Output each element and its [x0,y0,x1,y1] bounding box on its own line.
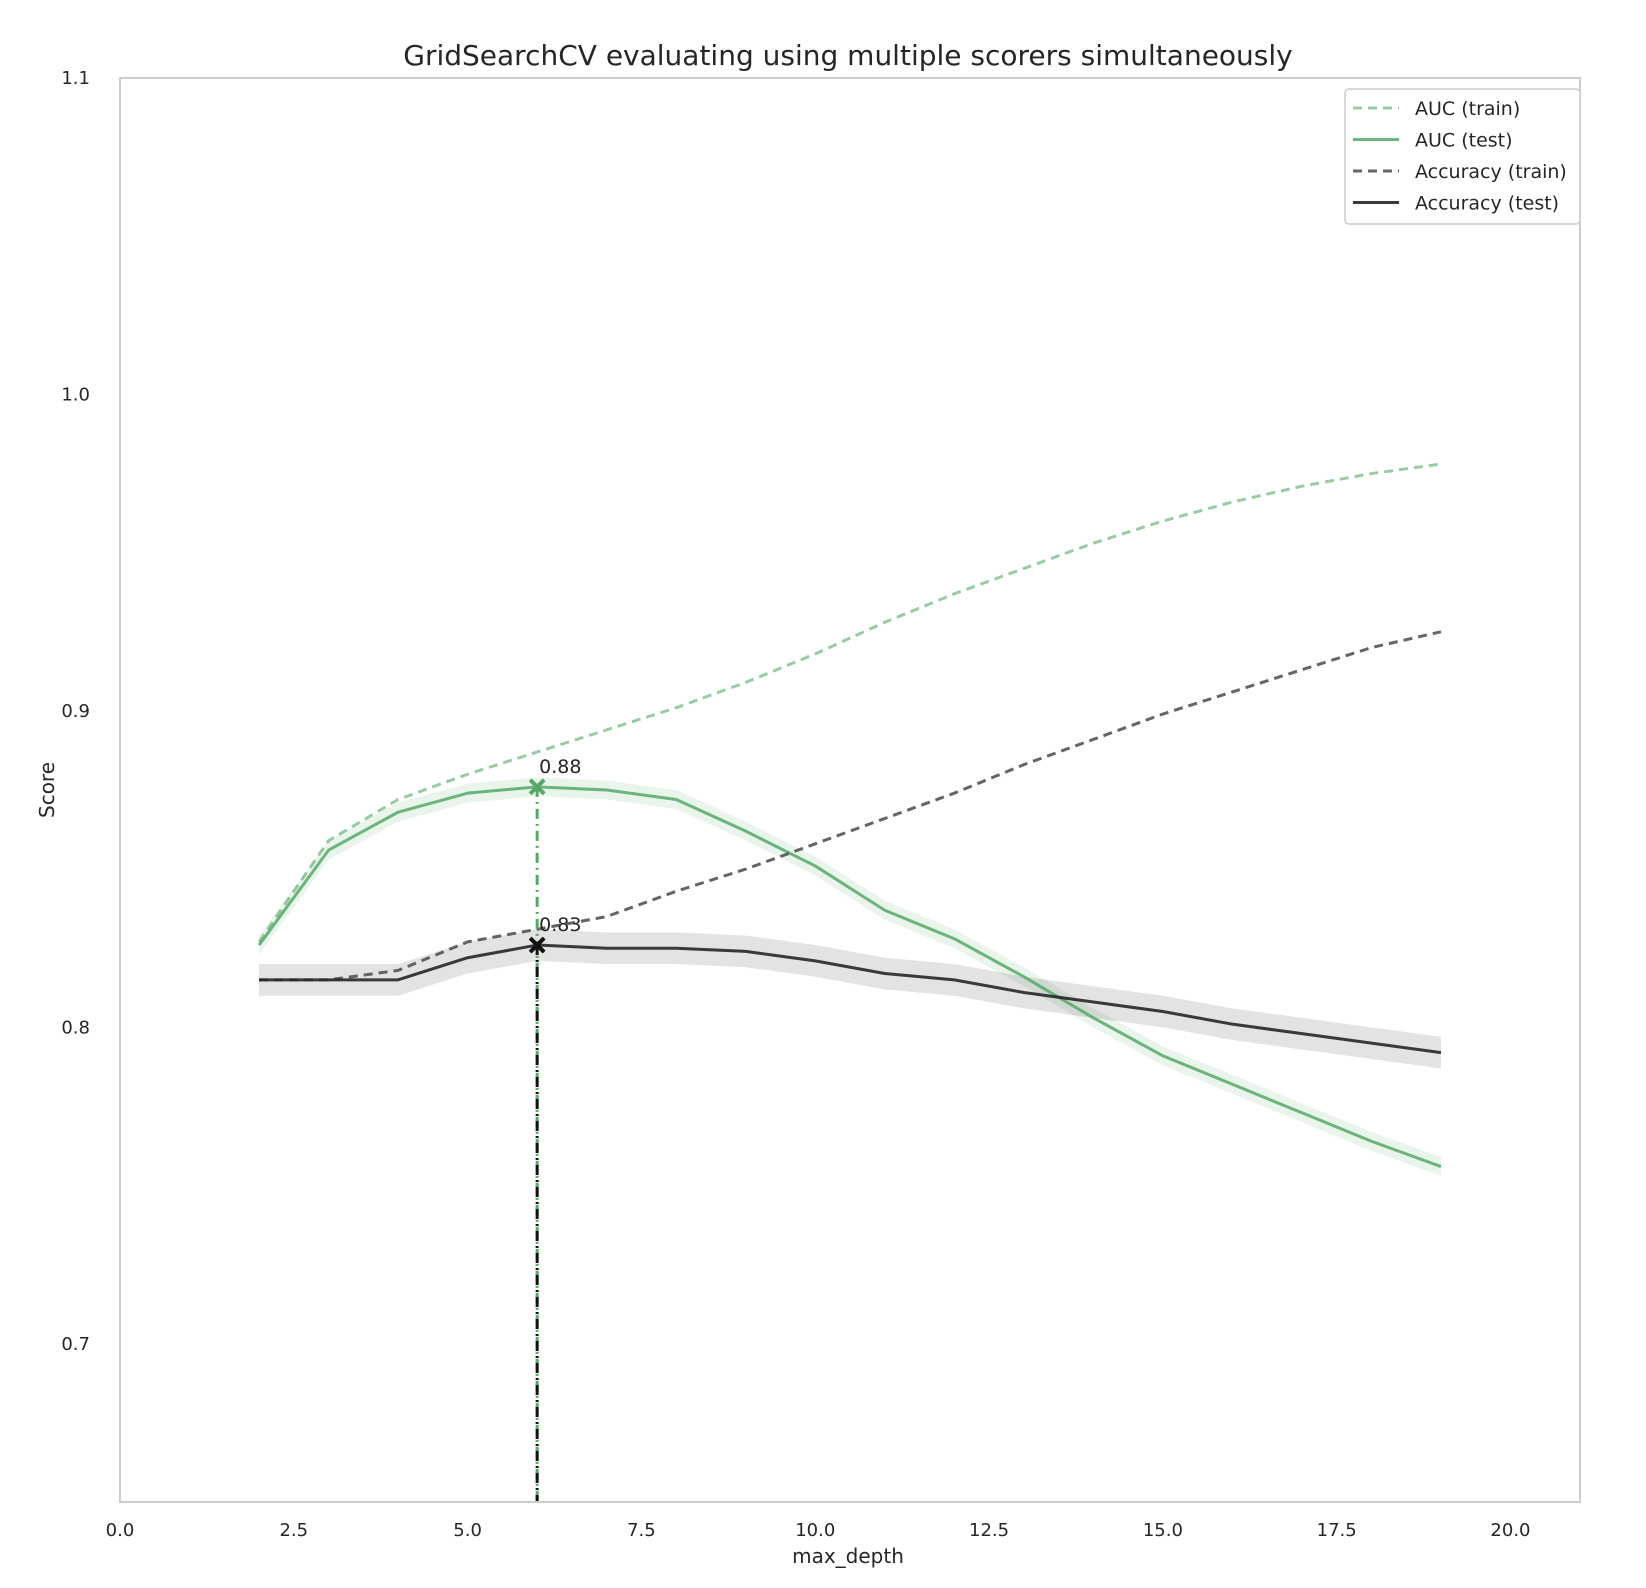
line-auc-test [257,785,1442,1168]
band-accuracy-test [259,929,1441,1069]
legend-box [1344,88,1581,225]
x-tick-label: 17.5 [1317,1520,1357,1541]
x-tick-label: 0.0 [106,1520,135,1541]
y-tick-label: 1.1 [61,68,90,89]
x-axis-ticks: 0.0 2.5 5.0 7.5 10.0 12.5 15.0 17.5 20.0 [106,1520,1531,1541]
x-axis-label: max_depth [792,1544,904,1568]
x-tick-label: 12.5 [969,1520,1009,1541]
y-axis-label: Score [35,762,59,818]
legend-label: AUC (test) [1415,130,1513,152]
band-auc-test [259,777,1441,1177]
legend-label: AUC (train) [1415,98,1520,120]
y-tick-label: 0.9 [61,701,90,722]
line-accuracy-test [259,943,1442,1055]
legend-label: Accuracy (train) [1415,161,1567,183]
x-tick-label: 5.0 [453,1520,482,1541]
legend-label: Accuracy (test) [1415,193,1559,215]
y-tick-label: 0.8 [61,1017,90,1038]
line-auc-train [257,462,1442,943]
series-lines [257,462,1442,1168]
legend: AUC (train) AUC (test) Accuracy (train) Acc… [1344,88,1581,225]
best-marker [528,936,546,954]
x-tick-label: 7.5 [627,1520,656,1541]
x-tick-label: 20.0 [1490,1520,1530,1541]
y-tick-label: 0.7 [61,1334,90,1355]
x-tick-label: 2.5 [279,1520,308,1541]
x-tick-label: 10.0 [795,1520,835,1541]
plot-frame [119,77,1581,1503]
best-score-label: 0.88 [539,756,581,778]
y-tick-label: 1.0 [61,384,90,405]
y-axis-ticks: 0.7 0.8 0.9 1.0 1.1 [61,68,90,1355]
best-score-label: 0.83 [539,914,581,936]
best-marker [528,778,546,796]
chart-title: GridSearchCV evaluating using multiple s… [403,39,1292,72]
confidence-bands [259,777,1441,1177]
best-markers: 0.88 0.83 [528,756,581,1502]
x-tick-label: 15.0 [1143,1520,1183,1541]
line-accuracy-train [259,630,1442,982]
